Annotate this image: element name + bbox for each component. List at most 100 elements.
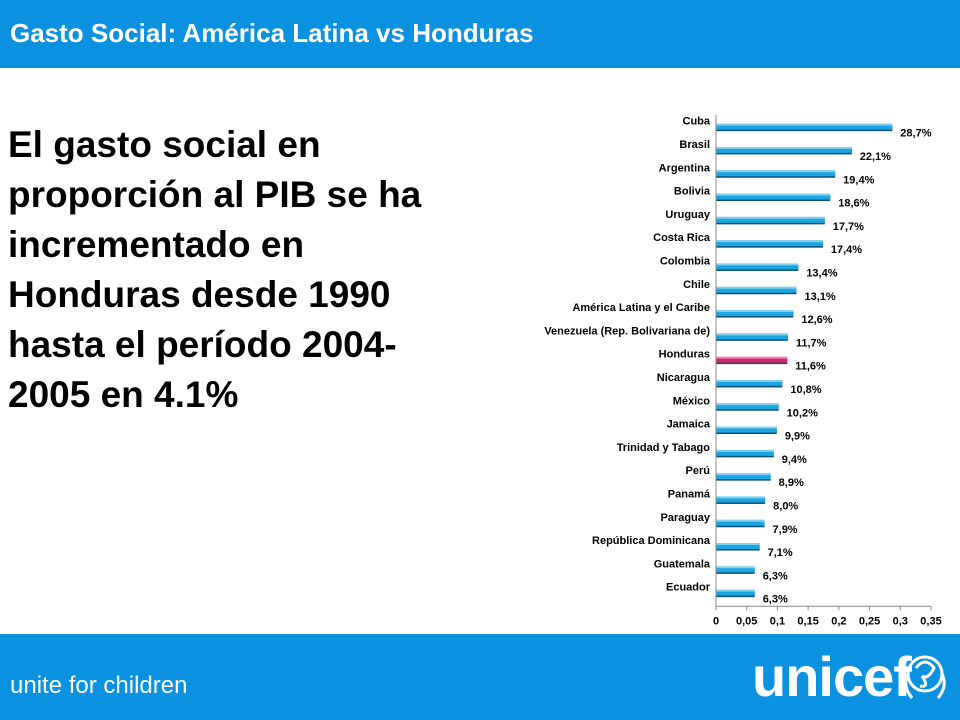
data-label: 7,9% [773, 524, 798, 536]
bar [716, 170, 836, 177]
data-label: 11,6% [795, 361, 826, 373]
bar-group: México 10,2% [673, 395, 818, 419]
bar-group: Costa Rica 17,4% [653, 232, 862, 256]
category-label: Guatemala [654, 558, 711, 570]
bar-highlight [716, 496, 766, 499]
data-label: 18,6% [838, 198, 869, 210]
bar-highlight [716, 333, 788, 336]
page-title: Gasto Social: América Latina vs Honduras [10, 18, 534, 48]
category-label: Uruguay [665, 209, 711, 221]
bar-highlight [716, 146, 852, 149]
bar [716, 543, 760, 550]
bar-group: Argentina 19,4% [659, 162, 875, 186]
slogan: unite for children [10, 672, 188, 699]
data-label: 11,7% [796, 337, 827, 349]
bar-group: Perú 8,9% [686, 465, 804, 489]
data-label: 28,7% [900, 128, 931, 140]
bar-group: Nicaragua 10,8% [657, 372, 822, 396]
data-label: 6,3% [763, 570, 788, 582]
headline-text: El gasto social en proporción al PIB se … [8, 124, 422, 415]
bar-highlight [716, 473, 771, 476]
bar-group: Uruguay 17,7% [665, 209, 864, 233]
bar-highlight [716, 170, 836, 173]
bar-group: Ecuador 6,3% [666, 582, 788, 606]
bar-highlight [716, 566, 755, 569]
data-label: 22,1% [860, 151, 891, 163]
x-tick-label: 0 [713, 615, 719, 627]
bar-highlight [716, 543, 760, 546]
category-label: Brasil [679, 139, 710, 151]
x-tick-label: 0,1 [770, 615, 785, 627]
bar-group: Bolivia 18,6% [674, 186, 870, 210]
category-label: Trinidad y Tabago [617, 442, 711, 454]
x-tick-label: 0,3 [893, 615, 908, 627]
bar [716, 566, 755, 573]
bar-highlight [716, 426, 777, 429]
bar-group: Paraguay 7,9% [660, 512, 797, 536]
category-label: Perú [686, 465, 710, 477]
bar-group: Panamá 8,0% [668, 488, 799, 512]
bar [716, 403, 779, 410]
bar-group: Venezuela (Rep. Bolivariana de) 11,7% [544, 325, 826, 349]
data-label: 7,1% [768, 547, 793, 559]
category-label: Honduras [659, 349, 710, 361]
data-label: 19,4% [843, 174, 874, 186]
data-label: 13,4% [806, 267, 837, 279]
category-label: Ecuador [666, 582, 711, 594]
bar-highlight [716, 356, 788, 359]
bar-group: Trinidad y Tabago 9,4% [617, 442, 807, 466]
bar [716, 379, 783, 386]
header-bar: Gasto Social: América Latina vs Honduras [0, 0, 960, 68]
bar-group: Colombia 13,4% [660, 255, 838, 279]
bar-group: Guatemala 6,3% [654, 558, 788, 582]
category-label: Costa Rica [653, 232, 711, 244]
x-tick-label: 0,05 [736, 615, 757, 627]
bar [716, 123, 893, 130]
bar [716, 263, 799, 270]
bar-group: República Dominicana 7,1% [592, 535, 793, 559]
category-label: Bolivia [674, 186, 711, 198]
category-label: Panamá [668, 488, 711, 500]
category-label: Nicaragua [657, 372, 711, 384]
x-tick-label: 0,25 [859, 615, 880, 627]
data-label: 17,7% [833, 221, 864, 233]
data-label: 9,9% [785, 431, 810, 443]
data-label: 10,8% [790, 384, 821, 396]
bar-highlight [716, 589, 755, 592]
category-label: Chile [683, 279, 710, 291]
bar-group: Chile 13,1% [683, 279, 836, 303]
bar [716, 473, 771, 480]
unicef-emblem-icon [904, 655, 946, 699]
bar-highlight [716, 449, 774, 452]
x-tick-label: 0,2 [831, 615, 846, 627]
data-label: 9,4% [782, 454, 807, 466]
unicef-logo: unicef [750, 638, 950, 714]
category-label: Paraguay [660, 512, 710, 524]
bar-highlight [716, 216, 825, 219]
category-label: Colombia [660, 255, 711, 267]
bar-highlight [716, 240, 823, 243]
bar-highlight [716, 403, 779, 406]
bar [716, 426, 777, 433]
bar-group: Honduras 11,6% [659, 349, 826, 373]
bar-group: Cuba 28,7% [683, 116, 932, 140]
bar [716, 193, 831, 200]
bar-group: Brasil 22,1% [679, 139, 891, 163]
bar [716, 449, 774, 456]
logo-text: unicef [752, 645, 912, 708]
footer-bar: unite for children unicef [0, 634, 960, 720]
data-label: 8,9% [779, 477, 804, 489]
bar [716, 216, 825, 223]
category-label: América Latina y el Caribe [572, 302, 710, 314]
data-label: 17,4% [831, 244, 862, 256]
bar [716, 333, 788, 340]
bar-highlight [716, 310, 794, 313]
bar-highlight [716, 193, 831, 196]
data-label: 12,6% [801, 314, 832, 326]
bar-highlight [716, 286, 797, 289]
bar-group: América Latina y el Caribe 12,6% [572, 302, 832, 326]
data-label: 8,0% [773, 500, 798, 512]
x-tick-label: 0,15 [797, 615, 818, 627]
